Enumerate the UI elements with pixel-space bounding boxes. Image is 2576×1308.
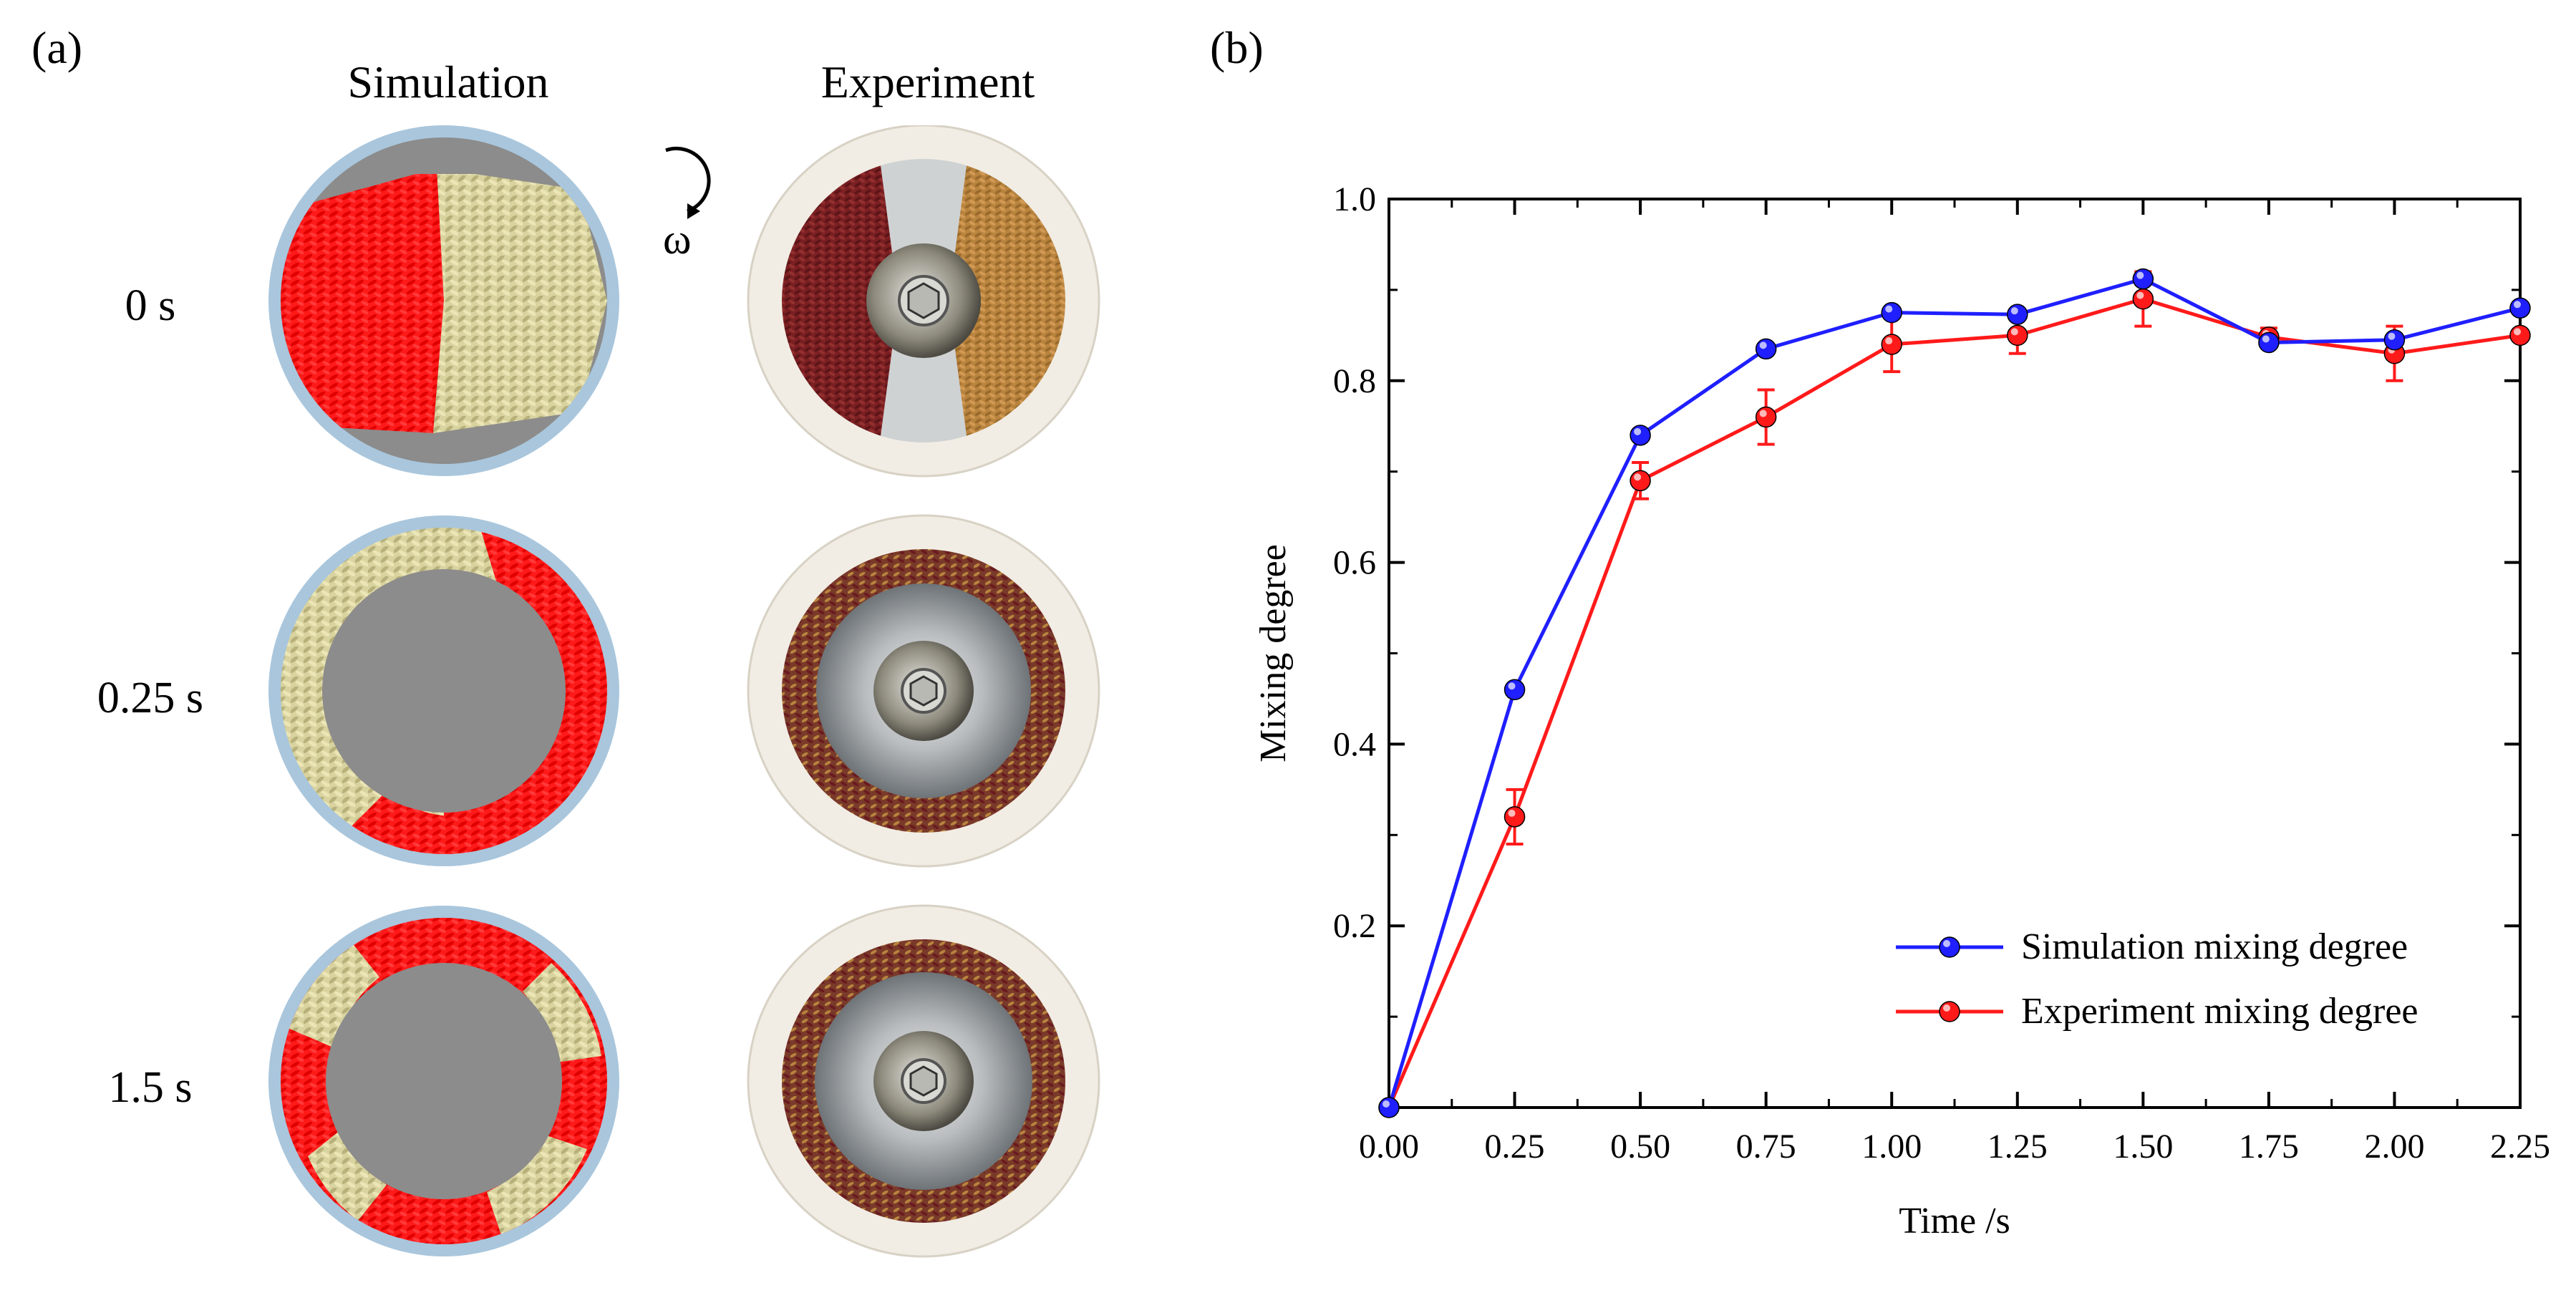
plot-frame — [1388, 198, 2522, 1109]
data-point-highlight — [1759, 341, 1767, 349]
data-point-highlight — [2388, 332, 2396, 340]
row-label-15s: 1.5 s — [108, 1063, 193, 1112]
data-point-highlight — [1508, 809, 1516, 817]
data-point-experiment — [2132, 288, 2154, 310]
data-point-highlight — [2514, 328, 2521, 336]
legend-marker — [1939, 1001, 1960, 1022]
data-point-simulation — [2258, 331, 2280, 354]
simulation-column-title: Simulation — [347, 57, 549, 107]
sim-drum-025s — [268, 515, 619, 866]
data-point-simulation — [2383, 329, 2406, 351]
x-tick-label: 0.50 — [1610, 1128, 1670, 1166]
exp-drum-0s — [747, 125, 1100, 478]
y-tick-label: 1.0 — [1333, 180, 1376, 218]
data-point-experiment — [2509, 324, 2531, 347]
data-point-highlight — [2262, 335, 2270, 343]
data-point-highlight — [2010, 328, 2018, 336]
mixing-degree-chart: 0.00 0.25 0.50 0.75 1.00 1.25 1.50 1.75 2.00 2.25… — [1253, 180, 2550, 1241]
x-tick-label: 0.00 — [1359, 1128, 1419, 1166]
data-point-highlight — [1885, 337, 1893, 345]
x-tick-label: 1.50 — [2113, 1128, 2173, 1166]
x-axis-label: Time /s — [1899, 1201, 2010, 1241]
data-point-highlight — [2136, 291, 2144, 299]
data-point-highlight — [2010, 307, 2018, 315]
panel-a-label: (a) — [32, 22, 83, 73]
data-point-simulation — [1504, 679, 1526, 701]
x-tick-label: 1.75 — [2239, 1128, 2299, 1166]
x-tick-label: 1.25 — [1987, 1128, 2048, 1166]
x-tick-label: 0.25 — [1485, 1128, 1545, 1166]
legend-marker-highlight — [1943, 1004, 1950, 1012]
simulation-drums — [268, 125, 619, 1256]
data-point-simulation — [1630, 425, 1651, 446]
data-point-highlight — [1759, 410, 1767, 417]
exp-drum-025s — [747, 514, 1100, 868]
data-point-highlight — [1885, 305, 1893, 313]
data-point-highlight — [1383, 1100, 1390, 1108]
data-point-highlight — [2136, 271, 2144, 279]
legend-marker-highlight — [1943, 940, 1950, 947]
data-point-simulation — [2007, 304, 2028, 325]
experiment-column-title: Experiment — [820, 57, 1035, 107]
y-tick-label: 0.8 — [1333, 362, 1376, 400]
data-point-highlight — [1634, 473, 1642, 481]
legend-marker — [1939, 936, 1960, 958]
data-point-experiment — [1630, 470, 1651, 492]
omega-symbol: ω — [663, 215, 692, 263]
data-point-simulation — [2509, 297, 2531, 319]
series-line-simulation — [1387, 277, 2521, 1108]
data-point-experiment — [1504, 806, 1526, 828]
row-label-0s: 0 s — [125, 281, 176, 330]
sim-drum-0s — [268, 125, 619, 476]
x-tick-label: 1.00 — [1861, 1128, 1922, 1166]
data-point-experiment — [1755, 406, 1777, 428]
y-tick-label: 0.2 — [1333, 907, 1376, 945]
data-point-simulation — [1755, 338, 1777, 360]
row-label-025s: 0.25 s — [97, 674, 204, 722]
data-point-simulation — [2132, 268, 2154, 290]
rotation-arrow-icon — [665, 146, 711, 219]
panel-b-label: (b) — [1210, 22, 1264, 73]
series-line-experiment — [1387, 297, 2521, 1108]
data-point-highlight — [1634, 427, 1642, 435]
data-point-highlight — [2514, 301, 2521, 309]
experiment-drums — [747, 125, 1100, 1258]
y-tick-label: 0.6 — [1333, 544, 1376, 582]
y-axis-label: Mixing degree — [1253, 544, 1294, 762]
sim-drum-15s — [268, 906, 619, 1256]
legend-label: Simulation mixing degree — [2021, 926, 2408, 967]
legend-label: Experiment mixing degree — [2021, 991, 2418, 1032]
x-tick-label: 2.25 — [2490, 1128, 2550, 1166]
exp-drum-15s — [747, 904, 1100, 1258]
data-point-simulation — [1378, 1097, 1400, 1118]
x-tick-label: 0.75 — [1736, 1128, 1796, 1166]
data-point-simulation — [1881, 301, 1902, 324]
y-tick-label: 0.4 — [1333, 725, 1376, 763]
data-point-highlight — [1508, 682, 1516, 690]
x-tick-label: 2.00 — [2364, 1128, 2424, 1166]
data-point-experiment — [1881, 334, 1902, 355]
data-point-experiment — [2007, 324, 2028, 347]
